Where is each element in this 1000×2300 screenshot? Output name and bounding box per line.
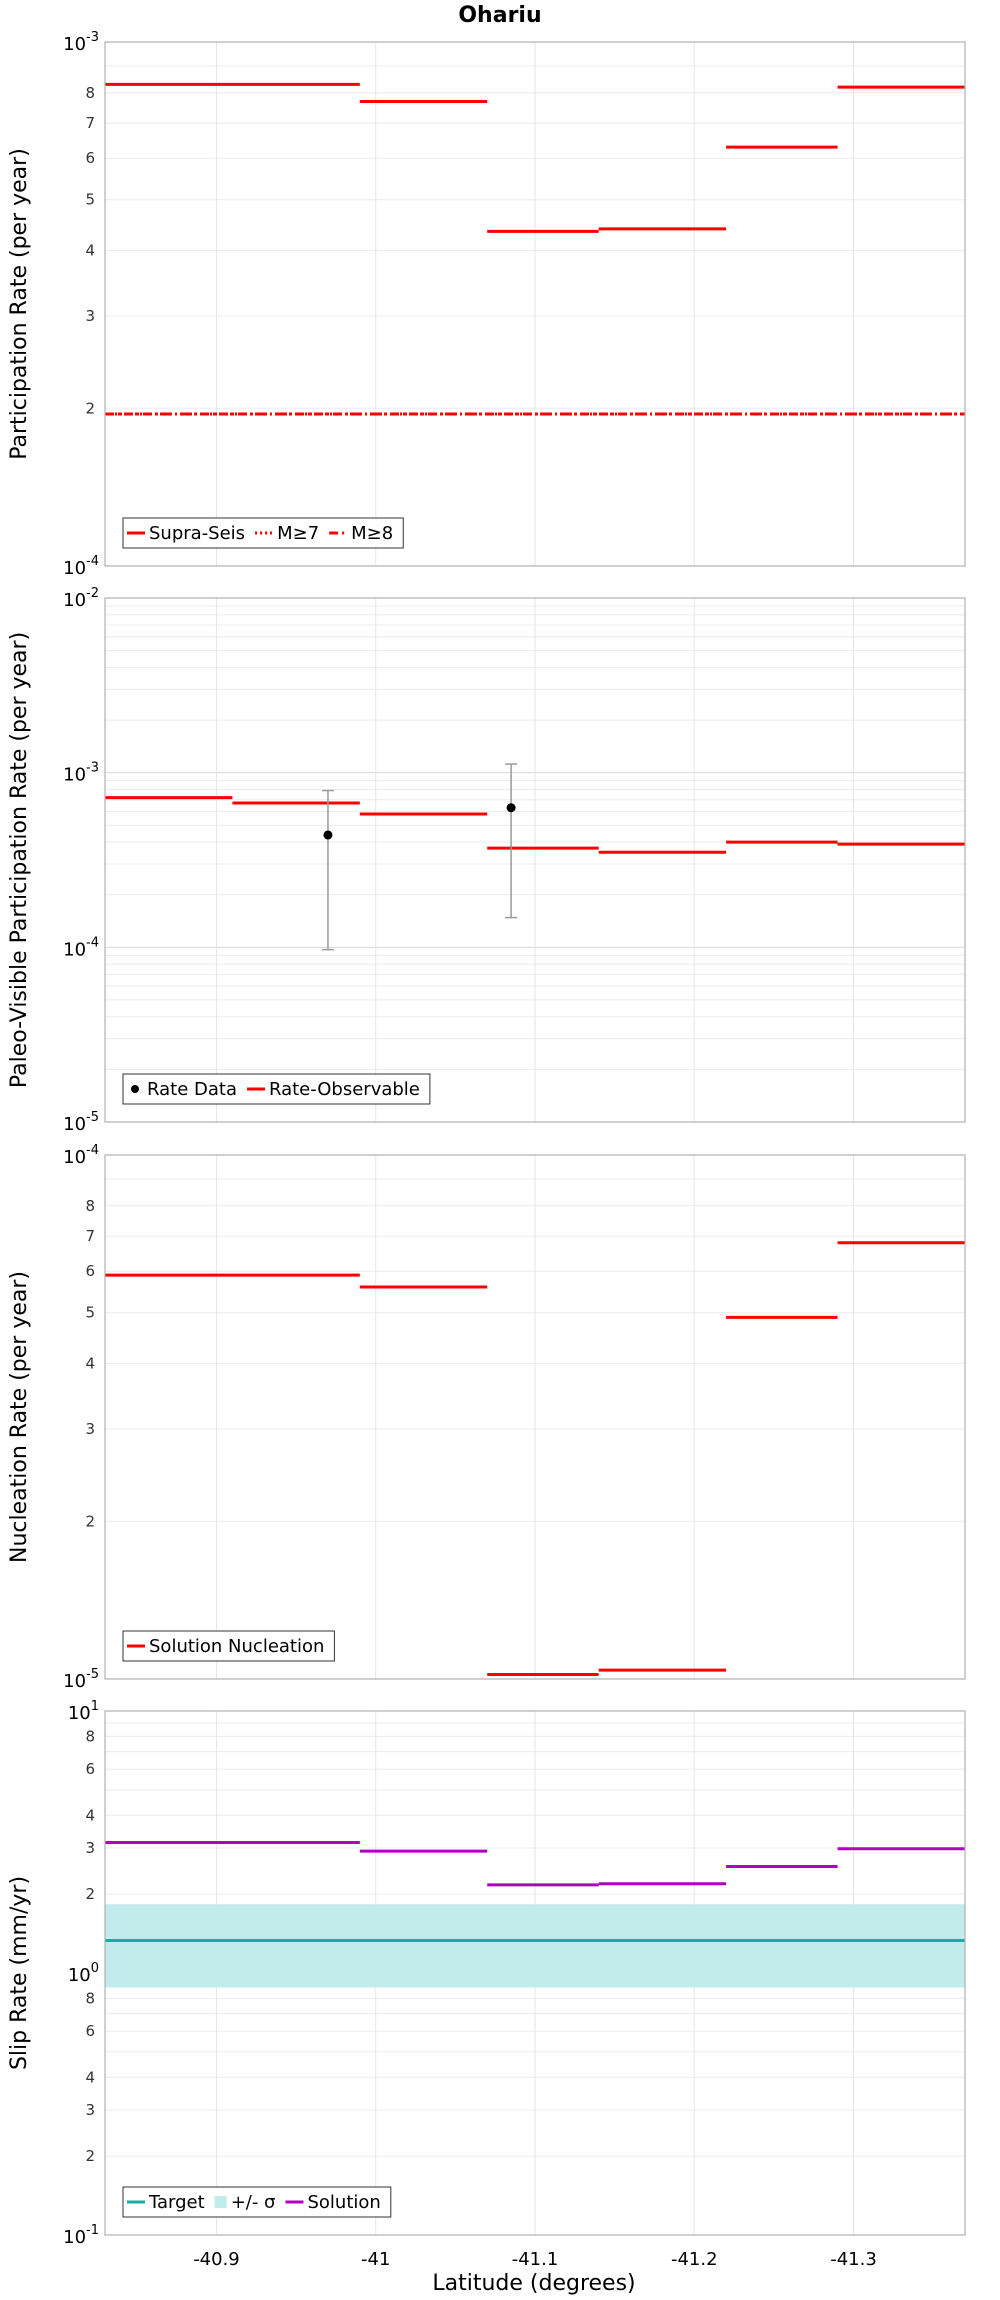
legend-label: Solution Nucleation (149, 1636, 324, 1657)
y-minor-tick-label: 4 (85, 1355, 95, 1373)
legend-label: M≥8 (351, 523, 393, 544)
y-tick-label: 10-4 (63, 554, 99, 579)
y-minor-tick-label: 4 (85, 1806, 95, 1824)
legend-label: Rate-Observable (269, 1079, 420, 1100)
y-minor-tick-label: 2 (85, 1885, 95, 1903)
sigma-band (105, 1904, 965, 1988)
data-point (506, 803, 516, 813)
panel-3: 10-5 10-4 2 3 4 5 6 7 8 Nucleation Rate (per year… (7, 1143, 966, 1692)
y-minor-tick-label: 3 (85, 1839, 95, 1857)
legend-frame (122, 2186, 392, 2218)
x-axis-label: Latitude (degrees) (432, 2271, 635, 2296)
legend-marker (131, 1085, 139, 1093)
y-minor-tick-label: 3 (85, 2101, 95, 2119)
y-minor-tick-label: 5 (85, 191, 95, 209)
y-tick-label: 10-2 (63, 586, 99, 611)
y-axis-label: Paleo-Visible Participation Rate (per ye… (7, 632, 32, 1088)
series-solution (105, 1840, 965, 1887)
legend: Supra-Seis M≥7 M≥8 (122, 517, 404, 549)
legend: Target +/- σ Solution (122, 2186, 392, 2218)
panel-1: 10-4 10-3 2 3 4 5 6 7 8 Participation Rate (per y… (7, 30, 966, 579)
plot-frame (104, 1154, 966, 1680)
y-minor-tick-label: 8 (85, 1989, 95, 2007)
y-minor-tick-label: 2 (85, 1512, 95, 1530)
y-axis-label: Nucleation Rate (per year) (7, 1271, 32, 1563)
y-tick-label: 10-4 (63, 1143, 99, 1168)
y-minor-tick-label: 7 (85, 114, 95, 132)
legend-label: Solution (307, 2192, 380, 2213)
y-tick-label: 10-5 (63, 1667, 99, 1692)
y-tick-label: 10-4 (63, 935, 99, 960)
grid (105, 598, 965, 1123)
y-minor-tick-label: 2 (85, 2147, 95, 2165)
y-minor-tick-label: 7 (85, 1227, 95, 1245)
y-tick-label: 10-5 (63, 1110, 99, 1135)
y-minor-tick-label: 4 (85, 2068, 95, 2086)
series-rate-observable (105, 796, 965, 854)
x-tick-label: -41.2 (671, 2249, 718, 2270)
legend-label: M≥7 (277, 523, 319, 544)
panel-2: 10-5 10-4 10-3 10-2 Paleo-Visible Participat… (7, 586, 966, 1135)
y-minor-tick-label: 5 (85, 1304, 95, 1322)
rate-data-points (321, 763, 518, 951)
x-tick-label: -41.3 (830, 2249, 877, 2270)
grid (105, 1711, 965, 2236)
y-tick-label: 10-3 (63, 761, 99, 786)
y-tick-label: 10-3 (63, 30, 99, 55)
y-tick-label: 100 (68, 1961, 99, 1986)
legend-label: Target (148, 2192, 205, 2213)
y-tick-label: 101 (68, 1699, 99, 1724)
legend-label: Supra-Seis (149, 523, 245, 544)
legend-frame (122, 1630, 335, 1662)
panel-4: 10-1 100 101 2 3 4 6 8 2 3 4 6 8 Slip Rate (mm/yr) Tar… (7, 1699, 966, 2248)
y-minor-tick-label: 6 (85, 2022, 95, 2040)
grid (105, 1155, 965, 1680)
y-minor-tick-label: 4 (85, 242, 95, 260)
legend-label: +/- σ (231, 2192, 276, 2213)
y-minor-tick-label: 8 (85, 84, 95, 102)
grid (105, 42, 965, 567)
x-tick-label: -41 (361, 2249, 390, 2270)
legend-marker (214, 2196, 227, 2208)
y-axis-label: Participation Rate (per year) (7, 148, 32, 460)
y-minor-tick-label: 2 (85, 399, 95, 417)
x-tick-label: -41.1 (512, 2249, 559, 2270)
data-point (323, 830, 333, 840)
y-tick-label: 10-1 (63, 2223, 99, 2248)
figure-title: Ohariu (458, 3, 541, 28)
legend-frame (122, 1073, 431, 1105)
plot-frame (104, 597, 966, 1123)
legend: Rate Data Rate-Observable (122, 1073, 431, 1105)
series-solution-nucleation (105, 1241, 965, 1676)
y-minor-tick-label: 6 (85, 149, 95, 167)
y-minor-tick-label: 6 (85, 1262, 95, 1280)
legend: Solution Nucleation (122, 1630, 335, 1662)
y-axis-label: Slip Rate (mm/yr) (7, 1876, 32, 2070)
y-minor-tick-label: 3 (85, 1420, 95, 1438)
y-minor-tick-label: 8 (85, 1197, 95, 1215)
y-minor-tick-label: 3 (85, 307, 95, 325)
legend-label: Rate Data (147, 1079, 237, 1100)
plot-frame (104, 1710, 966, 2236)
x-tick-label: -40.9 (193, 2249, 240, 2270)
legend-frame (122, 517, 404, 549)
y-minor-tick-label: 8 (85, 1727, 95, 1745)
series-supra-seis (105, 82, 965, 233)
plot-frame (104, 41, 966, 567)
y-minor-tick-label: 6 (85, 1760, 95, 1778)
chart-panels: 10-4 10-3 2 3 4 5 6 7 8 Participation Rate (per y… (7, 30, 966, 2270)
